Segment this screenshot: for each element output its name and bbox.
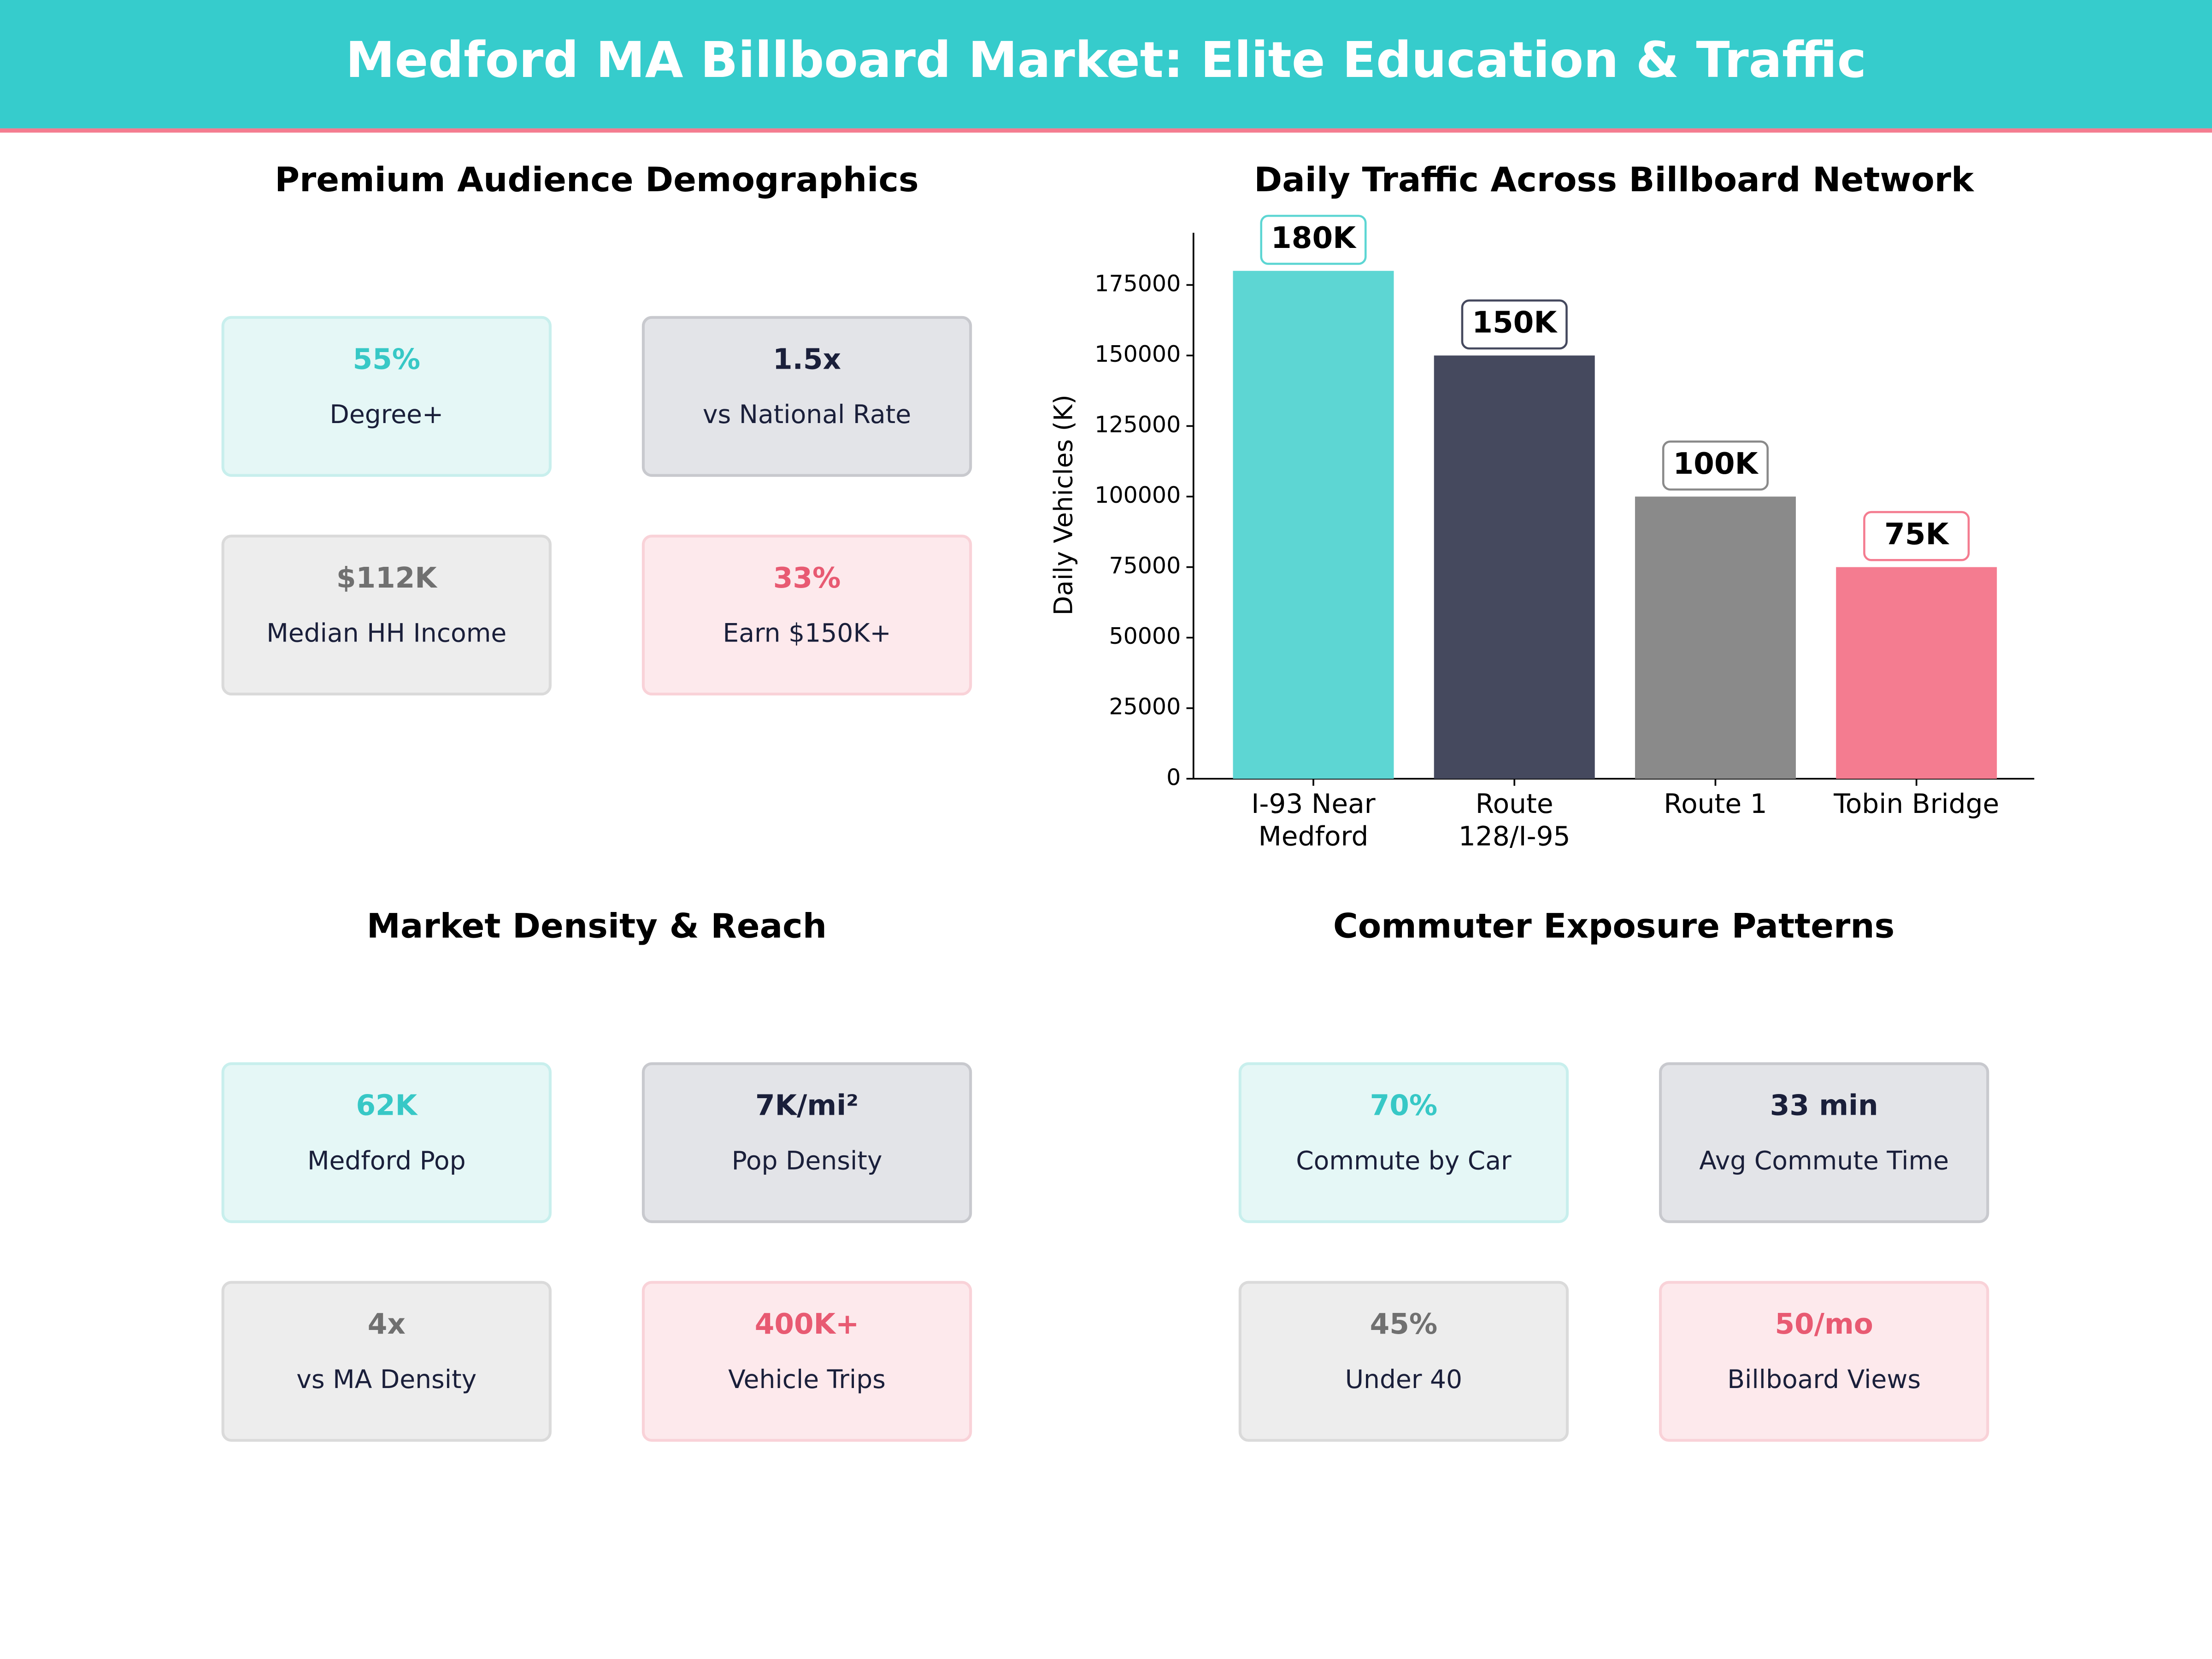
card-label: Under 40 — [1345, 1365, 1462, 1394]
card-box — [641, 316, 972, 477]
card-box — [1659, 1062, 1989, 1224]
value-label-box — [1461, 299, 1568, 350]
y-tick-label: 125000 — [1094, 412, 1181, 438]
value-label-box — [1260, 215, 1367, 265]
stat-card: 1.5x vs National Rate — [641, 316, 972, 477]
y-tick-label: 100000 — [1094, 482, 1181, 508]
stat-card: 45% Under 40 — [1238, 1281, 1569, 1442]
stat-card: 50/mo Billboard Views — [1659, 1281, 1989, 1442]
card-value: 4x — [368, 1308, 406, 1341]
card-label: Earn $150K+ — [723, 618, 891, 648]
stat-card: 70% Commute by Car — [1238, 1062, 1569, 1224]
card-value: 55% — [353, 343, 421, 376]
card-value: 33 min — [1770, 1089, 1878, 1122]
card-value: 7K/mi² — [755, 1089, 859, 1122]
x-tick-label: I-93 Near Medford — [1251, 788, 1376, 852]
card-value: 62K — [356, 1089, 418, 1122]
x-tick-label: Tobin Bridge — [1833, 788, 1999, 819]
page-title: Medford MA Billboard Market: Elite Educa… — [346, 32, 1866, 89]
card-value: 1.5x — [773, 343, 841, 376]
card-value: 70% — [1370, 1089, 1438, 1122]
x-tick-label: Route 128/I-95 — [1459, 788, 1571, 852]
x-tick-label: Route 1 — [1664, 788, 1767, 819]
value-label: 75K — [1884, 517, 1949, 552]
card-label: vs National Rate — [703, 400, 911, 429]
card-value: 400K+ — [755, 1308, 859, 1341]
card-label: Avg Commute Time — [1699, 1146, 1949, 1176]
stat-card: 55% Degree+ — [221, 316, 552, 477]
y-axis-label: Daily Vehicles (K) — [1048, 394, 1078, 615]
chart-title: Daily Traffic Across Billboard Network — [1254, 160, 1975, 200]
card-box — [641, 1062, 972, 1224]
card-box — [221, 1281, 552, 1442]
card-box — [221, 535, 552, 696]
panel-title: Premium Audience Demographics — [275, 160, 918, 200]
bar — [1233, 271, 1394, 779]
stat-card: 33% Earn $150K+ — [641, 535, 972, 696]
card-box — [641, 535, 972, 696]
stat-card: 62K Medford Pop — [221, 1062, 552, 1224]
card-value: 45% — [1370, 1308, 1438, 1341]
value-label-box — [1662, 440, 1769, 491]
panel-title: Commuter Exposure Patterns — [1333, 906, 1894, 946]
card-box — [1238, 1062, 1569, 1224]
card-box — [641, 1281, 972, 1442]
stat-card: 33 min Avg Commute Time — [1659, 1062, 1989, 1224]
value-label: 180K — [1271, 221, 1357, 255]
card-value: 50/mo — [1775, 1308, 1873, 1341]
y-tick-label: 175000 — [1094, 271, 1181, 297]
value-label: 150K — [1472, 306, 1558, 340]
card-value: 33% — [773, 562, 841, 594]
card-label: vs MA Density — [296, 1365, 477, 1394]
y-tick-label: 25000 — [1109, 694, 1181, 720]
card-label: Median HH Income — [266, 618, 506, 648]
stat-card: 7K/mi² Pop Density — [641, 1062, 972, 1224]
card-box — [221, 1062, 552, 1224]
stat-card: $112K Median HH Income — [221, 535, 552, 696]
bar — [1635, 496, 1796, 779]
bar — [1434, 355, 1595, 779]
stat-card: 400K+ Vehicle Trips — [641, 1281, 972, 1442]
card-box — [1238, 1281, 1569, 1442]
card-label: Medford Pop — [307, 1146, 466, 1176]
card-label: Vehicle Trips — [728, 1365, 886, 1394]
y-tick-label: 50000 — [1109, 623, 1181, 649]
panel-title: Market Density & Reach — [367, 906, 827, 946]
y-tick-label: 75000 — [1109, 553, 1181, 579]
card-value: $112K — [336, 562, 438, 594]
value-label: 100K — [1673, 447, 1759, 481]
y-tick-label: 150000 — [1094, 341, 1181, 367]
value-label-box — [1863, 511, 1970, 561]
header-rule — [0, 128, 2212, 133]
card-label: Billboard Views — [1727, 1365, 1921, 1394]
bar — [1836, 567, 1997, 779]
stat-card: 4x vs MA Density — [221, 1281, 552, 1442]
y-tick-label: 0 — [1166, 764, 1181, 790]
card-box — [1659, 1281, 1989, 1442]
card-label: Degree+ — [329, 400, 443, 429]
header-bar — [0, 0, 2212, 129]
card-label: Commute by Car — [1296, 1146, 1512, 1176]
card-label: Pop Density — [732, 1146, 882, 1176]
card-box — [221, 316, 552, 477]
